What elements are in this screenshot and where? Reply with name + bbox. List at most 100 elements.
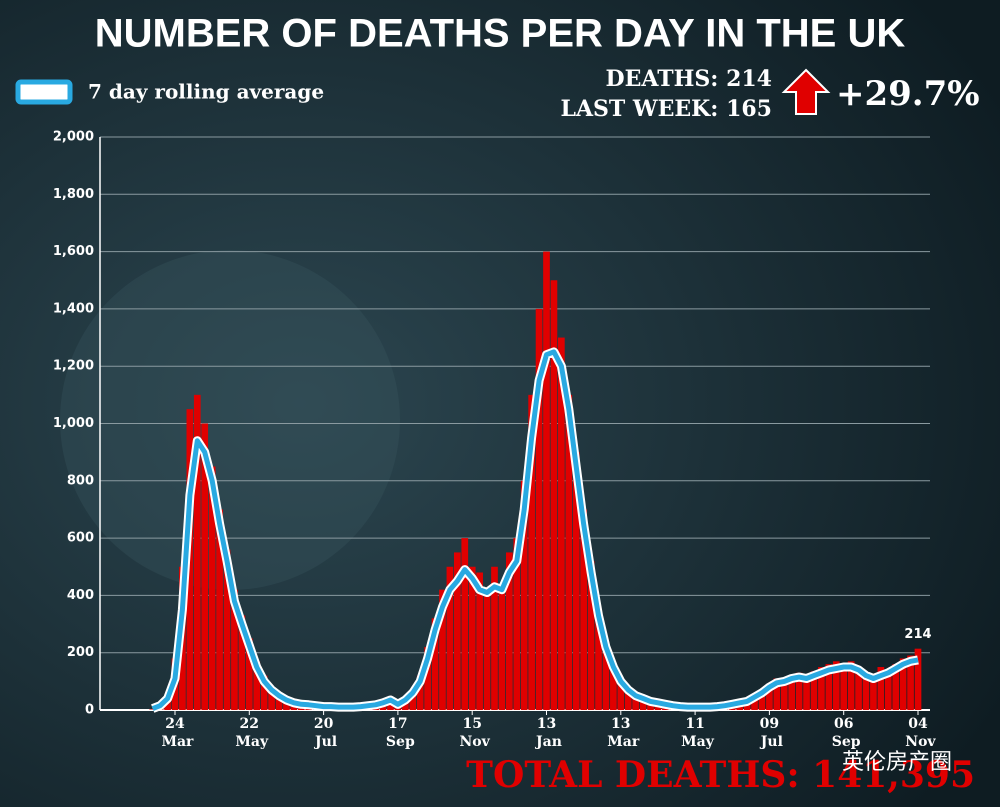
bar — [832, 661, 840, 710]
watermark: 英伦房产圈 — [842, 750, 952, 775]
bar — [617, 678, 625, 710]
rolling-average-line — [151, 349, 919, 711]
bar — [907, 655, 914, 710]
x-tick-label: 13 Mar — [602, 716, 639, 750]
chart-title: NUMBER OF DEATHS PER DAY IN THE UK — [95, 12, 906, 56]
y-tick-label: 600 — [67, 531, 94, 546]
y-tick-label: 1,600 — [53, 244, 94, 259]
legend-swatch — [15, 79, 73, 105]
bar — [193, 394, 201, 710]
bar — [424, 646, 431, 710]
bar — [483, 589, 491, 710]
y-tick-label: 1,800 — [53, 187, 94, 202]
y-tick-label: 1,200 — [53, 359, 94, 374]
bar — [275, 692, 283, 710]
x-tick-label: 20 Jul — [310, 716, 337, 750]
bar — [201, 423, 209, 710]
bar — [439, 589, 446, 710]
x-tick-label: 13 Jan — [531, 716, 562, 750]
y-tick-label: 1,400 — [53, 301, 94, 316]
up-arrow — [781, 68, 831, 115]
x-tick-label: 17 Sep — [381, 716, 415, 750]
bar — [877, 667, 885, 710]
bar — [149, 709, 157, 710]
bar — [416, 675, 424, 710]
last-week-label: LAST WEEK: 165 — [560, 96, 772, 122]
bar — [453, 552, 461, 710]
bar — [231, 589, 238, 710]
bar — [565, 394, 573, 710]
bar — [825, 664, 833, 710]
virus-decoration — [60, 250, 400, 590]
bar — [245, 638, 253, 710]
bar — [862, 675, 870, 710]
bar — [632, 694, 640, 710]
bar — [595, 609, 602, 710]
bar — [513, 538, 521, 710]
bar — [208, 466, 216, 710]
y-tick-label: 1,000 — [53, 416, 94, 431]
bar — [818, 667, 825, 710]
y-tick-label: 200 — [67, 645, 94, 660]
bar — [751, 695, 758, 710]
bar — [468, 566, 476, 710]
bar — [238, 615, 246, 710]
y-tick-label: 0 — [85, 703, 94, 718]
bar — [223, 549, 231, 710]
bar — [780, 679, 788, 710]
bar — [446, 566, 454, 710]
x-tick-label: 11 May — [676, 716, 714, 750]
bar — [431, 618, 439, 710]
x-tick-label: 04 Nov — [900, 716, 936, 750]
bar — [268, 687, 275, 710]
bar — [624, 688, 632, 710]
change-label: +29.7% — [836, 74, 980, 114]
bar — [766, 684, 773, 710]
y-tick-label: 800 — [67, 473, 94, 488]
bar — [610, 664, 617, 710]
bar — [216, 509, 223, 710]
bar — [520, 480, 528, 710]
x-tick-label: 15 Nov — [455, 716, 491, 750]
bar — [528, 394, 535, 710]
bar — [587, 561, 595, 710]
bar — [914, 648, 922, 710]
bar — [870, 677, 877, 710]
bar — [253, 661, 261, 710]
bar — [491, 566, 498, 710]
bar — [498, 586, 506, 710]
x-tick-label: 09 Jul — [756, 716, 783, 750]
bar — [803, 677, 810, 710]
bar — [260, 675, 268, 710]
bar — [855, 667, 862, 710]
legend-label: 7 day rolling average — [88, 80, 324, 104]
bar — [773, 678, 781, 710]
x-tick-label: 24 Mar — [157, 716, 194, 750]
bar — [550, 280, 558, 710]
value-label: 214 — [904, 627, 931, 642]
bar — [847, 661, 855, 710]
bar — [810, 671, 818, 710]
total-label: TOTAL DEATHS: 141,395 — [466, 754, 975, 796]
bar — [506, 552, 513, 710]
bar — [461, 538, 469, 710]
x-tick-label: 06 Sep — [827, 716, 861, 750]
bar — [409, 689, 417, 710]
bar — [788, 675, 796, 710]
x-tick-label: 22 May — [231, 716, 269, 750]
bar — [884, 669, 892, 710]
bar — [758, 689, 766, 710]
bar — [840, 664, 848, 710]
bar — [572, 452, 580, 710]
bar — [558, 337, 565, 710]
deaths-label: DEATHS: 214 — [606, 66, 772, 92]
bar — [602, 641, 610, 710]
bar — [476, 572, 483, 710]
bar — [795, 672, 803, 710]
bar — [899, 658, 907, 710]
bar — [543, 251, 550, 710]
bar — [580, 509, 587, 710]
y-tick-label: 400 — [67, 588, 94, 603]
bar — [892, 664, 900, 710]
